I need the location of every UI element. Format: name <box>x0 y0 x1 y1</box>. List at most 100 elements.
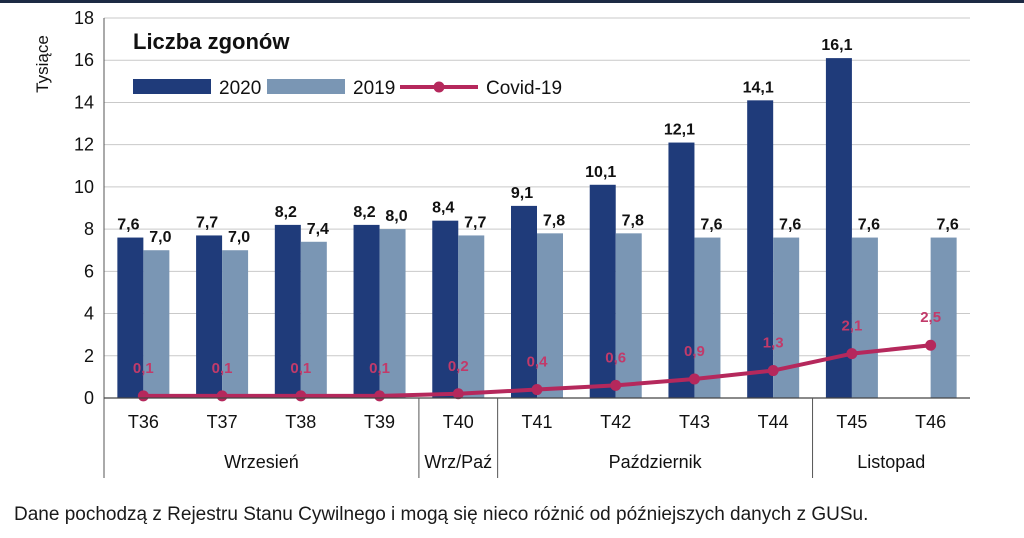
legend: 2020 2019 Covid-19 <box>133 78 562 99</box>
x-tick-T43: T43 <box>679 412 710 432</box>
y-tick-0: 0 <box>84 388 94 408</box>
x-tick-T36: T36 <box>128 412 159 432</box>
covid-point-T36 <box>137 390 149 402</box>
y-tick-12: 12 <box>74 135 94 155</box>
label-2020-T42: 10,1 <box>585 164 616 181</box>
month-label-0: Wrzesień <box>224 452 299 472</box>
bar-2019-T42 <box>615 233 642 398</box>
y-tick-14: 14 <box>74 92 94 112</box>
legend-marker-covid <box>433 81 445 93</box>
bar-2020-T37 <box>196 235 223 398</box>
bar-2019-T37 <box>222 250 249 398</box>
label-2020-T44: 14,1 <box>743 79 774 96</box>
x-tick-T40: T40 <box>443 412 474 432</box>
month-label-3: Listopad <box>857 452 925 472</box>
y-axis-ticks: 0 2 4 6 8 10 12 14 16 18 <box>74 8 94 408</box>
x-tick-T42: T42 <box>600 412 631 432</box>
covid-label-T44: 1,3 <box>763 335 784 352</box>
covid-point-T40 <box>452 388 464 400</box>
label-2019-T45: 7,6 <box>858 217 880 234</box>
covid-point-T44 <box>767 365 779 377</box>
label-2020-T40: 8,4 <box>432 200 454 217</box>
y-tick-18: 18 <box>74 8 94 28</box>
covid-point-T39 <box>374 390 386 402</box>
gridlines <box>104 17 970 399</box>
bar-2019-T40 <box>458 235 485 398</box>
covid-label-T38: 0,1 <box>290 360 311 377</box>
chart-title: Liczba zgonów <box>133 29 290 54</box>
covid-point-T37 <box>216 390 228 402</box>
bar-2019-T36 <box>143 250 170 398</box>
x-tick-T46: T46 <box>915 412 946 432</box>
covid-label-T39: 0,1 <box>369 360 390 377</box>
x-tick-T38: T38 <box>285 412 316 432</box>
bar-2019-T46 <box>930 237 957 398</box>
bar-2020-T39 <box>353 224 380 398</box>
covid-point-T45 <box>846 348 858 360</box>
label-2019-T41: 7,8 <box>543 212 565 229</box>
label-2020-T41: 9,1 <box>511 185 533 202</box>
bar-2020-T41 <box>511 205 537 398</box>
x-tick-T39: T39 <box>364 412 395 432</box>
label-2020-T45: 16,1 <box>821 37 852 54</box>
bar-2019-T39 <box>379 229 406 398</box>
legend-label-2020: 2020 <box>219 78 261 99</box>
bar-2019-T41 <box>537 233 563 398</box>
covid-label-T45: 2,1 <box>841 318 862 335</box>
x-tick-T44: T44 <box>758 412 789 432</box>
legend-swatch-2019 <box>267 79 345 94</box>
bar-2020-T43 <box>668 142 695 398</box>
top-rule <box>0 0 1024 3</box>
label-2020-T43: 12,1 <box>664 122 695 139</box>
label-2019-T37: 7,0 <box>228 229 250 246</box>
bar-2020-T38 <box>274 224 301 398</box>
label-2019-T46: 7,6 <box>937 217 959 234</box>
x-tick-T37: T37 <box>207 412 238 432</box>
covid-point-T46 <box>925 339 937 351</box>
bars <box>117 58 957 398</box>
bar-2019-T45 <box>851 237 878 398</box>
covid-line-group: 0,1 0,1 0,1 0,1 0,2 0,4 0,6 0,9 1,3 2,1 2,5 <box>133 309 941 402</box>
y-tick-6: 6 <box>84 261 94 281</box>
legend-label-covid: Covid-19 <box>486 78 562 99</box>
label-2020-T36: 7,6 <box>117 217 139 234</box>
label-2020-T39: 8,2 <box>353 204 375 221</box>
bar-2020-T45 <box>825 58 852 398</box>
x-tick-T45: T45 <box>836 412 867 432</box>
y-tick-10: 10 <box>74 177 94 197</box>
label-2019-T36: 7,0 <box>149 229 171 246</box>
bar-2020-T44 <box>747 100 774 398</box>
y-tick-2: 2 <box>84 346 94 366</box>
bar-2019-T38 <box>300 241 327 398</box>
label-2019-T38: 7,4 <box>307 221 329 238</box>
legend-swatch-2020 <box>133 79 211 94</box>
y-tick-4: 4 <box>84 304 94 324</box>
covid-label-T43: 0,9 <box>684 343 705 360</box>
label-2020-T38: 8,2 <box>275 204 297 221</box>
deaths-chart: 0 2 4 6 8 10 12 14 16 18 7,6 7,0 7,7 7,0 8,2 7,4 8,2 8,0… <box>33 8 970 478</box>
covid-point-T42 <box>610 379 622 391</box>
covid-label-T42: 0,6 <box>605 349 626 366</box>
covid-label-T40: 0,2 <box>448 358 469 375</box>
y-tick-8: 8 <box>84 219 94 239</box>
month-label-2: Październik <box>609 452 703 472</box>
label-2020-T37: 7,7 <box>196 214 218 231</box>
y-tick-16: 16 <box>74 50 94 70</box>
month-label-1: Wrz/Paź <box>424 452 492 472</box>
footnote: Dane pochodzą z Rejestru Stanu Cywilnego… <box>14 504 869 525</box>
bar-labels: 7,6 7,0 7,7 7,0 8,2 7,4 8,2 8,0 8,4 7,7 9,1 7,8 10,1… <box>117 37 959 246</box>
covid-label-T36: 0,1 <box>133 360 154 377</box>
label-2019-T39: 8,0 <box>385 208 407 225</box>
covid-label-T37: 0,1 <box>212 360 233 377</box>
covid-label-T41: 0,4 <box>527 354 549 371</box>
bar-2020-T36 <box>117 237 144 398</box>
covid-label-T46: 2,5 <box>920 309 941 326</box>
label-2019-T40: 7,7 <box>464 214 486 231</box>
x-tick-T41: T41 <box>521 412 552 432</box>
x-axis: T36 T37 T38 T39 T40 T41 T42 T43 T44 T45 T46 Wrzesie… <box>103 18 970 478</box>
covid-point-T43 <box>688 373 700 385</box>
label-2019-T42: 7,8 <box>622 212 644 229</box>
y-axis-label: Tysiące <box>33 35 52 93</box>
bar-2020-T42 <box>589 184 616 398</box>
covid-point-T38 <box>295 390 307 402</box>
